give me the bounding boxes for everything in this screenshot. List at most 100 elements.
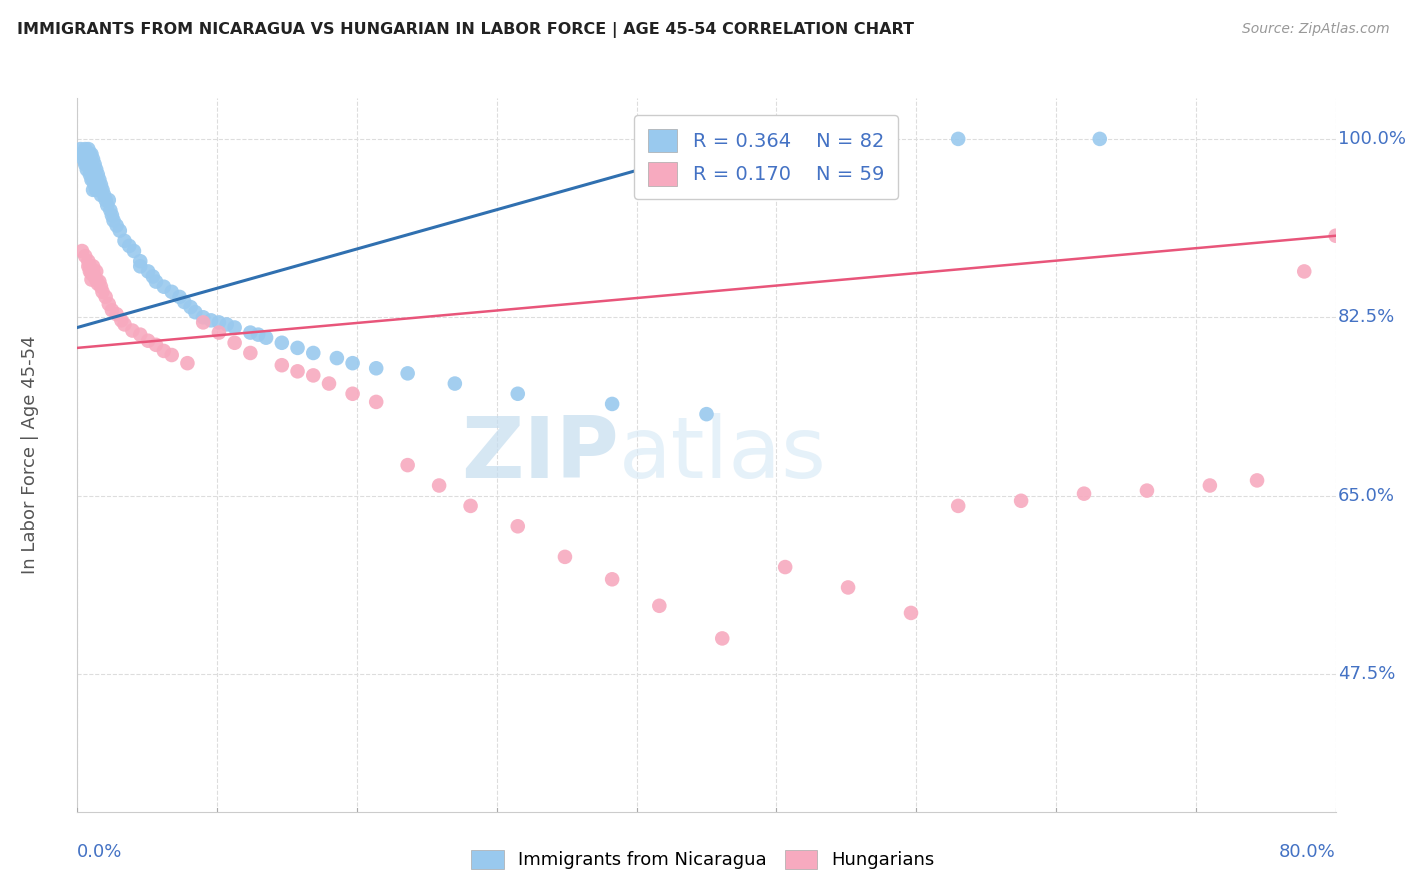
Point — [191, 310, 215, 325]
Point — [129, 254, 152, 268]
Legend: Immigrants from Nicaragua, Hungarians: Immigrants from Nicaragua, Hungarians — [463, 840, 943, 879]
Point — [89, 172, 111, 186]
Point — [80, 272, 103, 286]
Point — [287, 364, 309, 378]
Point — [287, 341, 309, 355]
Point — [506, 386, 529, 401]
Point — [1294, 264, 1316, 278]
Point — [900, 606, 922, 620]
Point — [121, 324, 143, 338]
Point — [1088, 132, 1111, 146]
Point — [506, 519, 529, 533]
Point — [648, 599, 671, 613]
Point — [77, 153, 100, 167]
Point — [105, 219, 128, 233]
Text: atlas: atlas — [619, 413, 827, 497]
Point — [72, 147, 94, 161]
Point — [93, 188, 115, 202]
Point — [145, 338, 167, 352]
Point — [94, 193, 117, 207]
Point — [110, 313, 132, 327]
Text: 47.5%: 47.5% — [1339, 665, 1396, 683]
Point — [90, 279, 112, 293]
Point — [76, 153, 98, 167]
Point — [91, 285, 114, 299]
Point — [84, 272, 107, 286]
Point — [302, 346, 325, 360]
Point — [98, 203, 121, 218]
Point — [180, 300, 202, 314]
Point — [80, 147, 103, 161]
Point — [153, 343, 176, 358]
Point — [173, 295, 195, 310]
Point — [136, 264, 159, 278]
Point — [82, 264, 104, 278]
Point — [84, 162, 107, 177]
Point — [184, 305, 207, 319]
Point — [160, 348, 183, 362]
Point — [122, 244, 145, 258]
Point — [270, 358, 292, 372]
Point — [1010, 493, 1032, 508]
Point — [70, 244, 93, 258]
Point — [79, 264, 101, 278]
Point — [1246, 474, 1268, 488]
Point — [837, 581, 859, 595]
Point — [87, 178, 110, 192]
Point — [1073, 486, 1095, 500]
Text: In Labor Force | Age 45-54: In Labor Force | Age 45-54 — [21, 335, 38, 574]
Point — [208, 315, 231, 329]
Point — [79, 147, 101, 161]
Point — [366, 395, 388, 409]
Point — [75, 249, 97, 263]
Point — [396, 367, 419, 381]
Point — [142, 269, 165, 284]
Point — [176, 356, 198, 370]
Point — [80, 172, 103, 186]
Point — [773, 560, 796, 574]
Point — [84, 172, 107, 186]
Point — [76, 162, 98, 177]
Point — [79, 157, 101, 171]
Point — [191, 315, 215, 329]
Point — [396, 458, 419, 472]
Point — [89, 183, 111, 197]
Point — [215, 318, 238, 332]
Point — [129, 260, 152, 274]
Point — [77, 147, 100, 161]
Point — [1136, 483, 1159, 498]
Point — [90, 178, 112, 192]
Point — [118, 239, 141, 253]
Point — [101, 208, 124, 222]
Point — [79, 168, 101, 182]
Text: 0.0%: 0.0% — [77, 843, 122, 861]
Point — [554, 549, 576, 564]
Point — [101, 303, 124, 318]
Text: 80.0%: 80.0% — [1279, 843, 1336, 861]
Point — [97, 193, 120, 207]
Point — [77, 260, 100, 274]
Text: Source: ZipAtlas.com: Source: ZipAtlas.com — [1241, 22, 1389, 37]
Point — [97, 297, 120, 311]
Point — [129, 327, 152, 342]
Point — [208, 326, 231, 340]
Point — [96, 198, 118, 212]
Point — [80, 162, 103, 177]
Point — [87, 168, 110, 182]
Point — [89, 275, 111, 289]
Point — [77, 254, 100, 268]
Text: 65.0%: 65.0% — [1339, 487, 1395, 505]
Point — [326, 351, 349, 365]
Point — [87, 277, 110, 291]
Point — [247, 327, 270, 342]
Point — [80, 267, 103, 281]
Point — [342, 386, 364, 401]
Point — [82, 260, 104, 274]
Point — [270, 335, 292, 350]
Point — [366, 361, 388, 376]
Point — [145, 275, 167, 289]
Point — [72, 153, 94, 167]
Point — [114, 234, 136, 248]
Point — [83, 157, 105, 171]
Point — [1324, 228, 1347, 243]
